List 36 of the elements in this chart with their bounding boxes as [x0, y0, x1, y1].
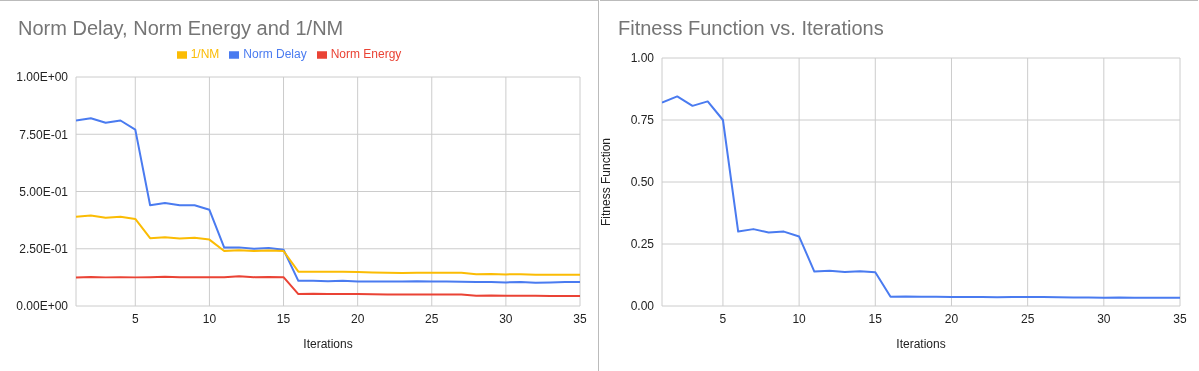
y-tick-label: 0.25 [630, 237, 655, 252]
x-tick-label: 10 [202, 311, 217, 326]
x-tick-label: 25 [1020, 311, 1035, 326]
x-tick-label: 20 [944, 311, 959, 326]
legend-label: Norm Delay [243, 47, 307, 61]
y-tick-label: 1.00E+00 [16, 70, 69, 85]
y-tick-label: 0.00E+00 [16, 299, 69, 314]
x-tick-label: 20 [350, 311, 365, 326]
y-tick-label: 2.50E-01 [19, 242, 69, 257]
y-tick-label: 0.75 [630, 113, 655, 128]
x-tick-label: 10 [792, 311, 807, 326]
y-tick-label: 1.00 [630, 51, 655, 66]
x-tick-label: 30 [499, 311, 513, 326]
line-series [76, 214, 580, 276]
legend-label: 1/NM [190, 47, 220, 61]
line-series [662, 95, 1180, 299]
chart-title: Norm Delay, Norm Energy and 1/NM [18, 17, 344, 40]
y-tick-label: 7.50E-01 [19, 127, 69, 142]
chart-title: Fitness Function vs. Iterations [618, 17, 884, 40]
x-axis-title: Iterations [303, 337, 353, 351]
y-tick-label: 0.00 [630, 299, 655, 314]
x-tick-label: 5 [719, 311, 727, 326]
x-tick-label: 15 [868, 311, 883, 326]
line-series [76, 275, 580, 297]
x-tick-label: 25 [425, 311, 439, 326]
x-tick-label: 30 [1097, 311, 1111, 326]
legend-label: Norm Energy [330, 47, 402, 61]
x-tick-label: 35 [573, 311, 587, 326]
x-axis-title: Iterations [896, 337, 946, 351]
y-tick-label: 0.50 [630, 175, 655, 190]
x-tick-label: 5 [131, 311, 139, 326]
y-tick-label: 5.00E-01 [19, 184, 69, 199]
x-tick-label: 35 [1173, 311, 1187, 326]
y-axis-title: Fitness Function [599, 137, 614, 227]
line-series [76, 117, 580, 284]
x-tick-label: 15 [276, 311, 291, 326]
